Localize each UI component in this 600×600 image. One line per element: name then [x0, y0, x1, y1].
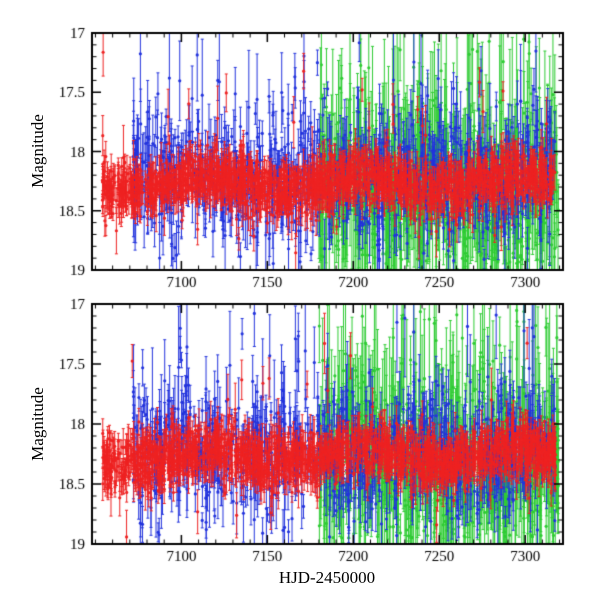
x-axis-label: HJD-2450000 [278, 568, 376, 587]
y-axis-label-bottom-panel: Magnitude [28, 387, 47, 461]
y-axis-label-top-panel: Magnitude [28, 114, 47, 188]
